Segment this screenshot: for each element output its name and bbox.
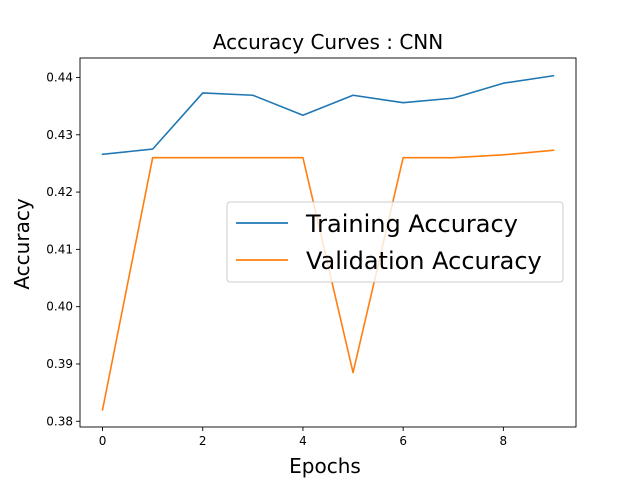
y-tick-label: 0.43 bbox=[46, 128, 73, 142]
legend-label-training: Training Accuracy bbox=[305, 210, 518, 238]
y-tick-label: 0.40 bbox=[46, 300, 73, 314]
y-tick-label: 0.41 bbox=[46, 242, 73, 256]
x-tick-label: 4 bbox=[299, 434, 307, 448]
y-axis-title: Accuracy bbox=[10, 198, 34, 289]
x-tick-label: 0 bbox=[99, 434, 107, 448]
legend-label-validation: Validation Accuracy bbox=[306, 247, 542, 275]
legend: Training Accuracy Validation Accuracy bbox=[226, 201, 564, 283]
y-tick-label: 0.42 bbox=[46, 185, 73, 199]
x-tick-label: 8 bbox=[500, 434, 508, 448]
y-tick-label: 0.44 bbox=[46, 70, 73, 84]
y-tick-label: 0.39 bbox=[46, 357, 73, 371]
x-tick-label: 2 bbox=[199, 434, 207, 448]
chart-title: Accuracy Curves : CNN bbox=[213, 30, 443, 54]
y-tick-label: 0.38 bbox=[46, 414, 73, 428]
series-line-training bbox=[101, 74, 555, 156]
legend-box bbox=[226, 201, 564, 283]
x-tick-label: 6 bbox=[399, 434, 407, 448]
x-axis-title: Epochs bbox=[289, 454, 361, 478]
axes-frame bbox=[79, 57, 577, 428]
